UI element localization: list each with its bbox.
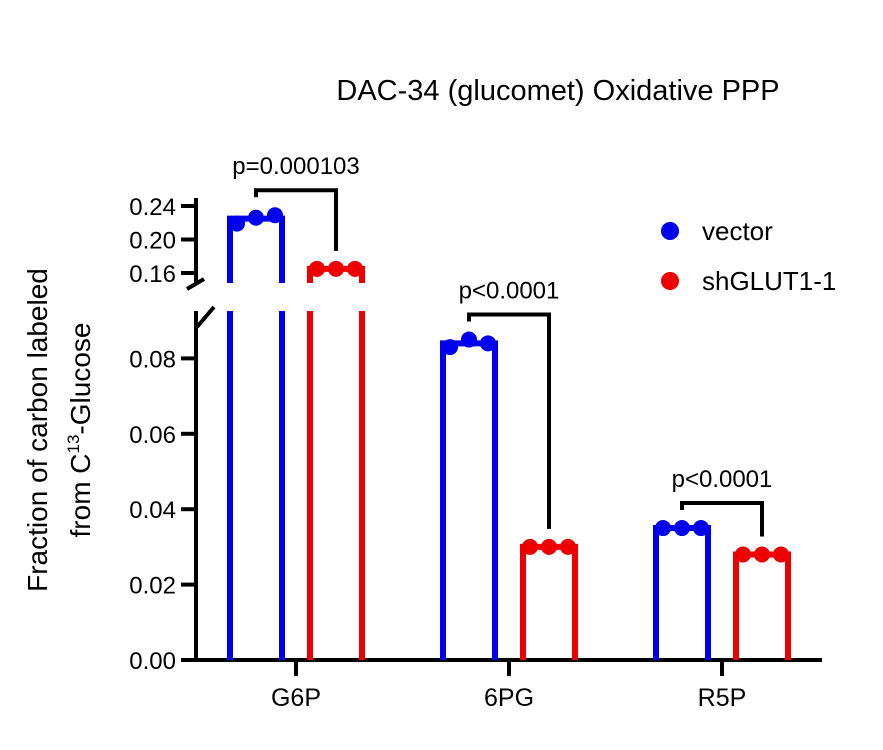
y-tick-label: 0.16	[129, 261, 176, 288]
legend: vector shGLUT1-1	[661, 216, 836, 296]
p-value-label: p=0.000103	[232, 153, 359, 180]
y-tick-label: 0.20	[129, 228, 176, 255]
x-tick-label: 6PG	[484, 684, 534, 712]
data-point	[560, 538, 576, 555]
data-points	[229, 207, 789, 563]
y-tick-label: 0.24	[129, 194, 176, 221]
data-point	[522, 538, 538, 555]
p-value-label: p<0.0001	[672, 466, 773, 493]
data-point	[347, 260, 363, 277]
x-tick-labels: G6P 6PG R5P	[271, 660, 746, 712]
bar	[733, 551, 791, 660]
y-tick-label: 0.08	[129, 346, 176, 373]
bar	[653, 525, 711, 660]
legend-marker	[661, 222, 679, 240]
legend-label: shGLUT1-1	[702, 266, 836, 296]
data-point	[480, 335, 496, 352]
y-axis-label-line2: from C13-Glucose	[64, 323, 96, 538]
y-tick-label: 0.02	[129, 573, 176, 600]
x-tick-label: R5P	[698, 684, 747, 712]
data-point	[693, 520, 709, 537]
legend-label: vector	[702, 216, 773, 246]
bar	[440, 340, 498, 660]
significance-bracket	[467, 312, 551, 529]
chart-title: DAC-34 (glucomet) Oxidative PPP	[336, 75, 779, 107]
y-tick-label: 0.00	[129, 648, 176, 675]
data-point	[674, 520, 690, 537]
bar	[307, 265, 365, 660]
data-point	[655, 520, 671, 537]
data-point	[309, 260, 325, 277]
y-axis-label: Fraction of carbon labeled from C13-Gluc…	[22, 268, 96, 592]
data-point	[754, 546, 770, 563]
data-point	[328, 260, 344, 277]
y-tick-label: 0.06	[129, 422, 176, 449]
y-axis-label-line1: Fraction of carbon labeled	[22, 268, 53, 592]
y-ticks: 0.00 0.02 0.04 0.06 0.08 0.16 0.20 0.24	[129, 194, 196, 675]
x-tick-label: G6P	[271, 684, 321, 712]
data-point	[267, 207, 283, 224]
significance-bracket	[254, 188, 338, 251]
axis-break-mark-upper	[185, 277, 206, 291]
bar	[227, 215, 285, 660]
data-point	[735, 546, 751, 563]
data-point	[248, 209, 264, 226]
significance-bracket	[680, 501, 764, 537]
data-point	[773, 546, 789, 563]
y-tick-label: 0.04	[129, 497, 176, 524]
p-value-label: p<0.0001	[459, 278, 560, 305]
bar	[520, 543, 578, 660]
data-point	[461, 331, 477, 348]
data-point	[541, 538, 557, 555]
axis-break-mark-lower	[195, 305, 216, 329]
legend-marker	[661, 272, 679, 290]
data-point	[229, 215, 245, 232]
data-point	[442, 339, 458, 356]
significance-brackets: p=0.000103 p<0.0001 p<0.0001	[232, 153, 773, 537]
